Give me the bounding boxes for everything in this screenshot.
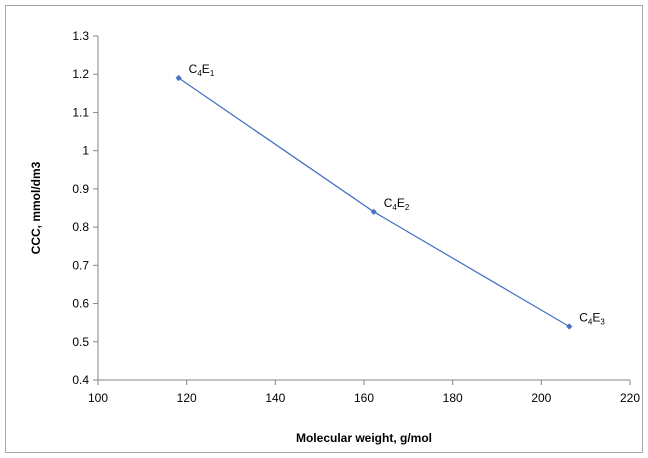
x-tick-label: 180 — [443, 391, 463, 405]
data-point — [175, 74, 182, 82]
series-line — [178, 77, 570, 328]
chart-frame — [5, 5, 643, 453]
x-tick-label: 220 — [620, 391, 640, 405]
x-tick-label: 140 — [265, 391, 285, 405]
x-axis: 100 120 140 160 180 200 220 — [88, 379, 640, 405]
x-tick-label: 120 — [177, 391, 197, 405]
y-tick-label: 0.7 — [72, 258, 89, 272]
data-label-text: E — [397, 196, 405, 210]
y-tick-label: 1 — [82, 144, 89, 158]
y-tick-label: 0.4 — [72, 373, 89, 387]
data-label-subscript: 4 — [588, 317, 593, 326]
data-label-subscript: 2 — [405, 203, 410, 212]
data-label-subscript: 4 — [392, 203, 397, 212]
x-tick-label: 100 — [88, 391, 108, 405]
y-tick-label: 1.2 — [72, 67, 89, 81]
data-label-text: E — [592, 310, 600, 324]
data-label: C4E2 — [384, 196, 410, 212]
data-label-subscript: 3 — [600, 317, 605, 326]
y-tick-label: 1.3 — [72, 29, 89, 43]
data-label: C4E3 — [579, 310, 605, 326]
data-label-subscript: 1 — [210, 69, 215, 78]
y-tick-label: 0.6 — [72, 297, 89, 311]
y-tick-label: 0.5 — [72, 335, 89, 349]
data-label: C4E1 — [189, 62, 215, 78]
y-axis: 0.4 0.5 0.6 0.7 0.8 0.9 1 1.1 1.2 1.3 — [72, 29, 99, 387]
y-axis-title: CCC, mmol/dm3 — [29, 161, 43, 254]
y-tick-label: 0.9 — [72, 182, 89, 196]
series — [175, 74, 573, 330]
data-label-subscript: 4 — [197, 69, 202, 78]
data-label-text: C — [384, 196, 393, 210]
y-tick-label: 0.8 — [72, 220, 89, 234]
x-axis-title: Molecular weight, g/mol — [296, 431, 432, 445]
y-tick-label: 1.1 — [72, 105, 89, 119]
data-point — [566, 323, 573, 330]
data-label-text: C — [189, 62, 198, 76]
data-label-text: E — [202, 62, 210, 76]
data-label-text: C — [579, 310, 588, 324]
x-tick-label: 200 — [531, 391, 551, 405]
x-tick-label: 160 — [354, 391, 374, 405]
